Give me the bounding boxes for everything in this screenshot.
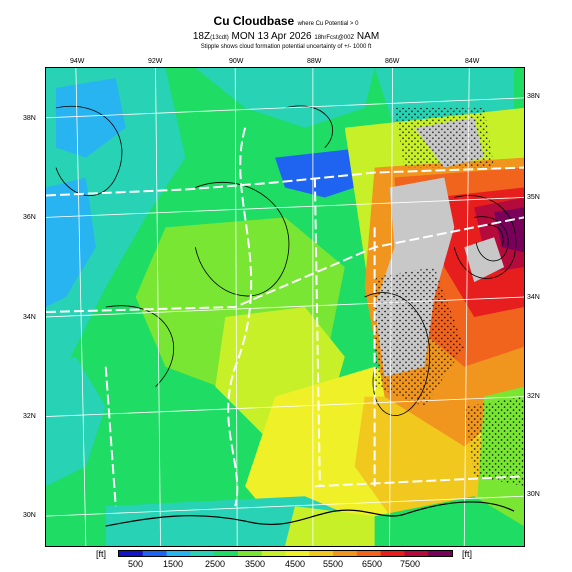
title-main-text: Cu Cloudbase [213, 14, 295, 28]
colorbar-swatch [190, 551, 215, 556]
chart-subtitle: 18Z(13cdt) MON 13 Apr 2026 18hrFcst@00Z … [0, 31, 572, 42]
colorbar-swatch [309, 551, 334, 556]
colorbar [118, 550, 453, 557]
colorbar-unit-left: [ft] [96, 549, 107, 559]
colorbar-swatch [285, 551, 310, 556]
lat-label-right-35n: 35N [527, 194, 540, 201]
colorbar-tick-7500: 7500 [400, 559, 421, 569]
field-gulf-green [374, 496, 524, 546]
field-east-purple [494, 207, 524, 253]
gray-region-east [464, 237, 505, 283]
model-name: NAM [356, 31, 380, 42]
forecast-info: 18hrFcst@00Z [314, 35, 355, 41]
stipple-area-north [394, 107, 495, 168]
latlon-grid [46, 68, 524, 546]
field-southwest-teal [46, 356, 106, 487]
local-time: (13cdt) [210, 35, 229, 41]
colorbar-swatch [214, 551, 239, 556]
forecast-date: MON 13 Apr 2026 [231, 31, 312, 42]
colorbar-swatch [356, 551, 382, 556]
state-borders [46, 127, 524, 507]
colorbar-tick-2500: 2500 [205, 559, 226, 569]
colorbar-swatch [119, 551, 144, 556]
colorbar-tick-4500: 4500 [285, 559, 306, 569]
colorbar-swatch [333, 551, 358, 556]
lon-label-90w: 90W [229, 58, 244, 65]
lat-label-right-30n: 30N [527, 491, 540, 498]
lat-label-left-30n: 30N [23, 512, 36, 519]
lat-label-left-32n: 32N [23, 413, 36, 420]
colorbar-tick-5500: 5500 [323, 559, 344, 569]
lat-label-right-38n: 38N [527, 93, 540, 100]
lat-label-right-34n: 34N [527, 294, 540, 301]
colorbar-swatch [142, 551, 168, 556]
contour-lines [55, 105, 517, 416]
colorbar-swatch [237, 551, 263, 556]
lon-label-86w: 86W [385, 58, 400, 65]
lon-label-84w: 84W [465, 58, 480, 65]
colorbar-tick-1500: 1500 [163, 559, 184, 569]
lat-label-left-36n: 36N [23, 214, 36, 221]
colorbar-unit-right: [ft] [462, 549, 473, 559]
chart-title: Cu Cloudbase where Cu Potential > 0 [0, 14, 572, 28]
colorbar-swatch [380, 551, 405, 556]
colorbar-tick-3500: 3500 [245, 559, 266, 569]
cloudbase-map [45, 67, 525, 547]
lat-label-left-38n: 38N [23, 115, 36, 122]
colorbar-tick-500: 500 [128, 559, 144, 569]
lon-label-92w: 92W [148, 58, 163, 65]
gulf-coastline [105, 501, 515, 527]
field-west-blue [55, 77, 126, 158]
colorbar-swatch [261, 551, 286, 556]
lon-label-94w: 94W [70, 58, 85, 65]
colorbar-swatch [428, 551, 452, 556]
lon-label-88w: 88W [307, 58, 322, 65]
title-condition: where Cu Potential > 0 [297, 21, 359, 27]
valid-time: 18Z [192, 31, 211, 42]
field-northwest-teal [46, 177, 96, 307]
colorbar-tick-6500: 6500 [362, 559, 383, 569]
colorbar-swatch [166, 551, 191, 556]
colorbar-swatch [404, 551, 429, 556]
field-gulf-yellow [285, 506, 375, 546]
stipple-area-southeast [464, 396, 524, 487]
field-north-blue [195, 68, 375, 128]
stipple-note: Stipple shows cloud formation potential … [200, 44, 372, 50]
lat-label-right-32n: 32N [527, 393, 540, 400]
lat-label-left-34n: 34N [23, 314, 36, 321]
